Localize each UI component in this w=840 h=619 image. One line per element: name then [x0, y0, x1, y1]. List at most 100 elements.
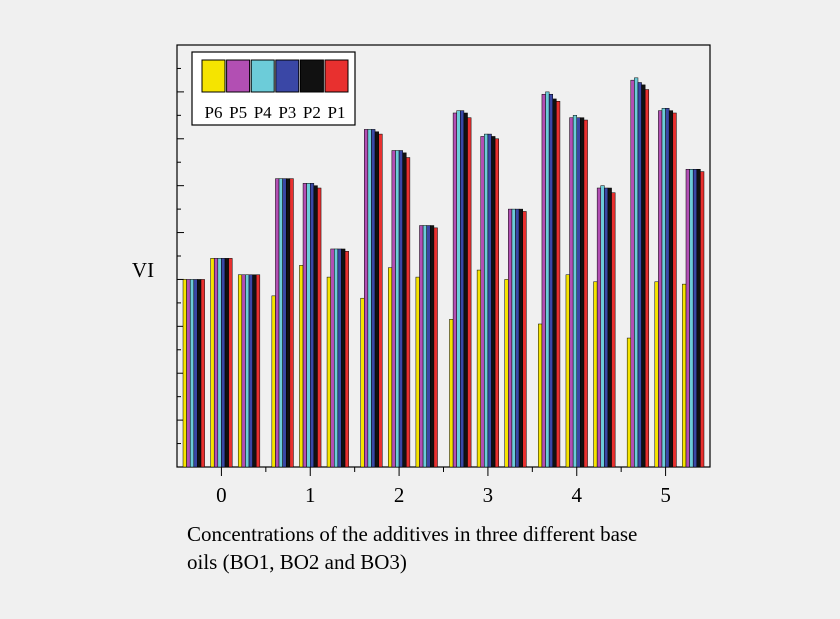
bar-p4-c5-bo3 [689, 169, 694, 468]
bar-p6-c5-bo2 [654, 281, 659, 468]
bar-p4-c0-bo1 [189, 279, 195, 468]
bar-p2-c0-bo1 [197, 279, 202, 468]
bar-p4-c1-bo1 [278, 178, 283, 468]
x-tick-labels: 0 1 2 3 4 5 [216, 483, 671, 507]
bar-p2-c5-bo2 [668, 110, 674, 468]
bar-p2-c2-bo3 [430, 225, 435, 468]
legend-label-p5: P5 [229, 103, 247, 122]
bar-p1-c4-bo2 [583, 119, 588, 468]
bar-p5-c4-bo2 [569, 117, 574, 468]
bar-p5-c2-bo2 [391, 150, 396, 468]
bar-p2-c2-bo2 [402, 152, 407, 468]
bar-p4-c0-bo3 [245, 274, 250, 468]
bar-p1-c3-bo1 [467, 117, 472, 468]
bar-p5-c5-bo3 [685, 169, 690, 468]
bar-p2-c2-bo1 [374, 131, 379, 468]
bar-p1-c5-bo2 [672, 112, 677, 468]
bar-p2-c3-bo3 [518, 208, 523, 468]
bar-p2-c4-bo1 [552, 98, 557, 468]
legend-label-p3: P3 [278, 103, 296, 122]
bar-p4-c2-bo1 [367, 129, 372, 468]
x-tick-label: 5 [660, 483, 671, 507]
bar-p4-c2-bo2 [395, 150, 400, 468]
bar-p6-c5-bo1 [626, 337, 632, 468]
x-axis-label-line-2: oils (BO1, BO2 and BO3) [187, 550, 407, 574]
legend-swatch-p1 [324, 59, 349, 93]
bar-p3-c0-bo2 [221, 258, 226, 468]
bar-p1-c2-bo2 [406, 157, 411, 468]
bar-p6-c4-bo2 [565, 274, 570, 468]
bar-p5-c3-bo3 [508, 208, 513, 468]
bar-p3-c1-bo2 [310, 183, 315, 468]
bar-p2-c5-bo1 [641, 84, 646, 468]
legend-label-p1: P1 [328, 103, 346, 122]
bar-p4-c3-bo2 [484, 133, 489, 468]
bar-p5-c5-bo2 [658, 110, 663, 468]
bar-p4-c4-bo2 [572, 115, 578, 468]
bar-p5-c1-bo1 [275, 178, 280, 468]
bar-p3-c2-bo2 [398, 150, 403, 468]
bar-p5-c0-bo2 [213, 258, 219, 468]
bar-p5-c1-bo3 [330, 248, 335, 468]
bar-p3-c5-bo2 [665, 108, 670, 468]
bar-p4-c1-bo2 [306, 183, 311, 468]
bar-p4-c2-bo3 [422, 225, 427, 468]
bars [182, 77, 705, 468]
bar-p6-c2-bo1 [360, 297, 365, 468]
bar-p6-c3-bo2 [476, 269, 481, 468]
bar-p2-c3-bo1 [463, 112, 468, 468]
bar-p6-c1-bo1 [271, 295, 276, 468]
bar-p4-c4-bo3 [600, 185, 605, 468]
bar-p3-c2-bo3 [426, 225, 431, 468]
bar-p4-c4-bo1 [545, 91, 550, 468]
bar-p1-c1-bo1 [289, 178, 294, 468]
bar-p5-c3-bo2 [480, 136, 485, 468]
bar-p3-c4-bo2 [576, 117, 581, 468]
bar-p6-c4-bo1 [538, 323, 543, 468]
legend-swatch-p5 [226, 59, 251, 93]
x-tick-label: 1 [305, 483, 316, 507]
bar-p5-c0-bo1 [186, 279, 191, 468]
bar-p2-c4-bo2 [580, 117, 585, 468]
bar-p2-c0-bo3 [252, 274, 257, 468]
bar-p1-c0-bo2 [228, 258, 233, 468]
bar-p1-c5-bo3 [700, 171, 705, 468]
bar-p5-c3-bo1 [452, 112, 457, 468]
bar-p4-c3-bo1 [456, 110, 461, 468]
bar-p4-c1-bo3 [334, 248, 339, 468]
bar-p6-c5-bo3 [682, 283, 687, 468]
legend-swatch-p3 [275, 59, 300, 93]
y-axis-label: VI [132, 258, 154, 282]
bar-p2-c3-bo2 [491, 136, 496, 468]
legend-swatch-p4 [250, 59, 275, 93]
bar-p2-c5-bo3 [696, 169, 701, 468]
bar-p3-c4-bo3 [604, 187, 609, 468]
legend-label-p4: P4 [254, 103, 272, 122]
bar-p4-c5-bo1 [634, 77, 639, 468]
bar-p1-c4-bo3 [611, 192, 616, 468]
x-tick-label: 3 [483, 483, 494, 507]
bar-p6-c0-bo1 [182, 279, 187, 468]
bar-p3-c5-bo1 [637, 82, 642, 468]
bar-p1-c3-bo2 [494, 138, 499, 468]
x-axis-label-line-1: Concentrations of the additives in three… [187, 522, 637, 546]
bar-p5-c1-bo2 [302, 183, 307, 468]
bar-p3-c3-bo2 [487, 133, 492, 468]
x-tick-label: 4 [572, 483, 583, 507]
bar-p6-c0-bo2 [210, 258, 215, 468]
bar-p1-c5-bo1 [644, 89, 650, 468]
legend-label-p2: P2 [303, 103, 321, 122]
bar-p3-c0-bo1 [193, 279, 198, 468]
bar-p2-c1-bo3 [341, 248, 346, 468]
bar-p1-c0-bo3 [255, 274, 261, 468]
bar-p3-c4-bo1 [548, 93, 553, 468]
bar-p1-c2-bo1 [378, 133, 383, 468]
legend-label-p6: P6 [205, 103, 223, 122]
bar-p3-c3-bo3 [515, 208, 520, 468]
bar-p1-c1-bo3 [344, 251, 349, 468]
bar-p3-c1-bo1 [282, 178, 287, 468]
bar-p3-c5-bo3 [692, 169, 698, 468]
bar-p3-c2-bo1 [371, 129, 376, 468]
